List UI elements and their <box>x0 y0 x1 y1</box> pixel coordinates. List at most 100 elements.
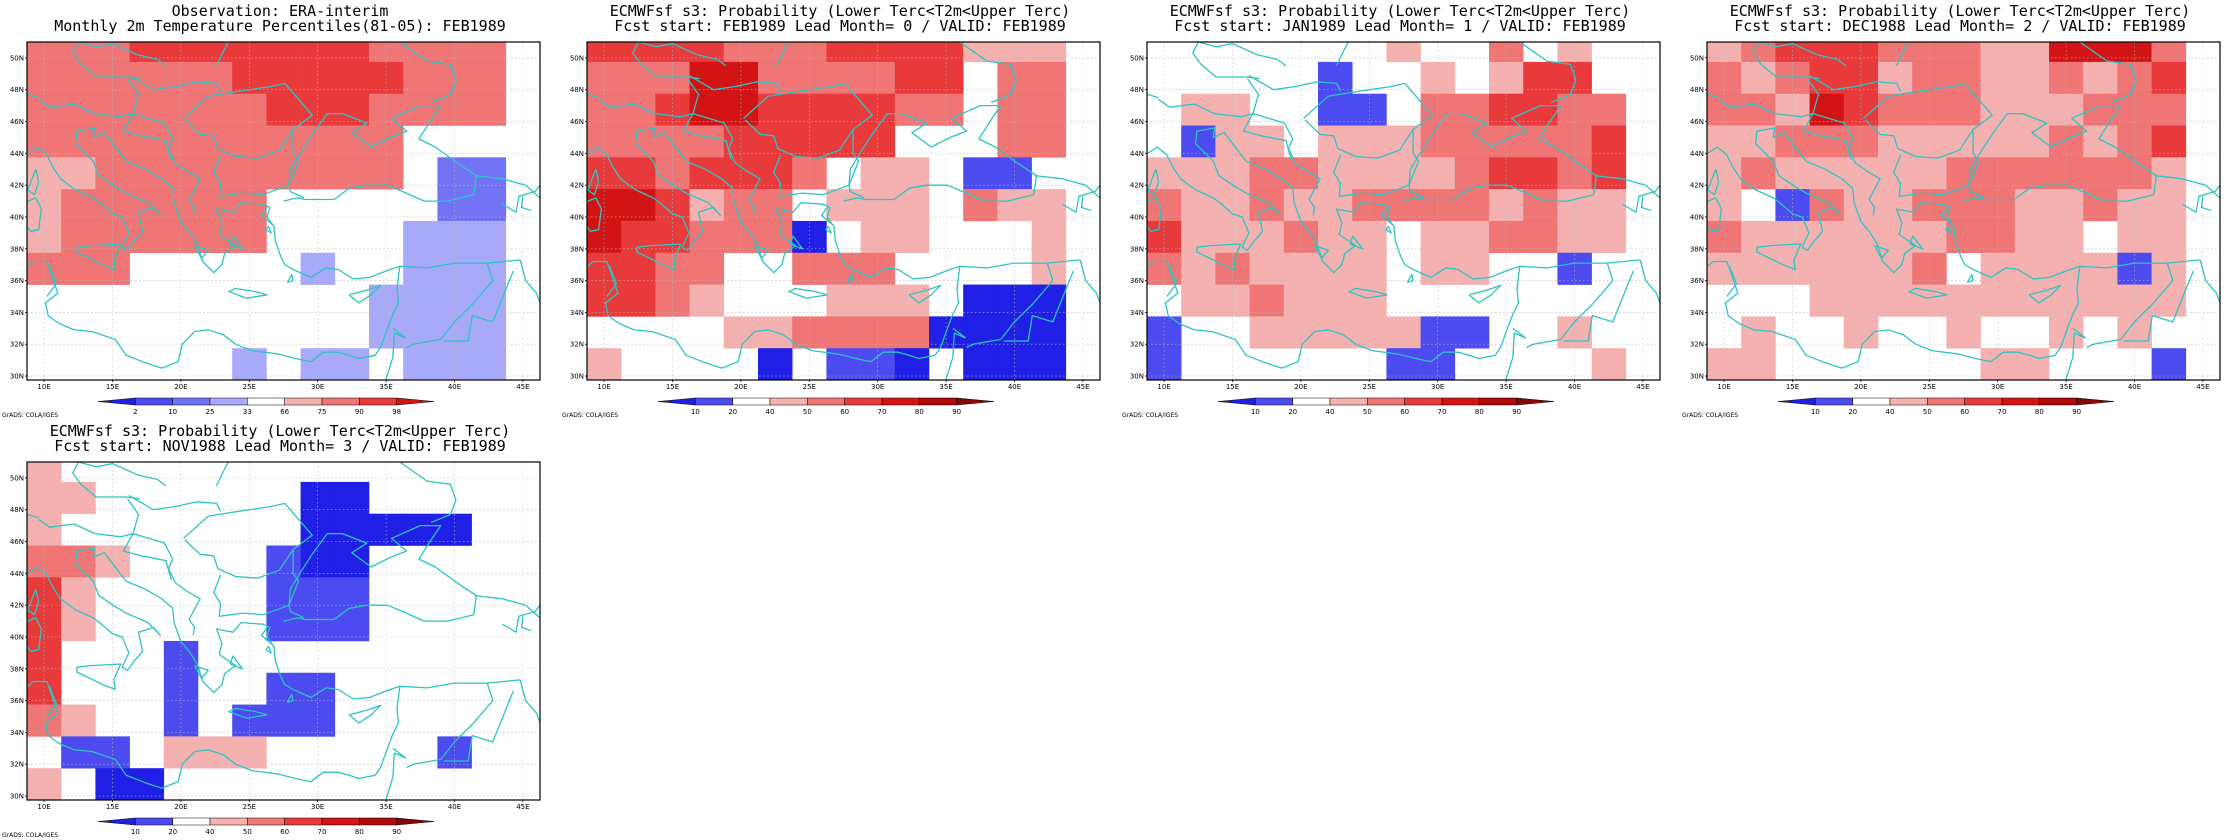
grid-cell <box>61 609 96 642</box>
colorbar-segment <box>1404 397 1443 406</box>
map-panel: ECMWFsf s3: Probability (Lower Terc<T2m<… <box>1680 0 2240 420</box>
colorbar-tick-label: 80 <box>2035 408 2044 416</box>
grid-cell <box>61 704 96 737</box>
grid-cell <box>437 42 472 63</box>
colorbar-tick-label: 60 <box>1960 408 1969 416</box>
grid-cell <box>2151 61 2187 94</box>
coastline <box>1333 129 1420 197</box>
coastline <box>443 690 514 762</box>
coastline <box>132 532 201 636</box>
colorbar-tick-label: 40 <box>766 408 775 416</box>
coastline <box>38 498 140 538</box>
grid-cell <box>1523 61 1558 94</box>
grid-cell <box>334 42 370 63</box>
grid-cell <box>1181 220 1216 254</box>
colorbar-tick-label: 60 <box>840 408 849 416</box>
grid-cell <box>2151 125 2187 158</box>
coastline <box>27 617 43 652</box>
coastline <box>399 679 521 689</box>
grid-cell <box>1181 284 1216 317</box>
grid-cell <box>1741 348 1776 380</box>
grid-cell <box>27 462 62 483</box>
coastline <box>1622 184 1660 213</box>
colorbar-segment <box>1255 397 1293 406</box>
colorbar-tick-label: 2 <box>133 408 137 416</box>
coastline <box>502 604 540 633</box>
lat-tick-label: 32N <box>1130 341 1144 349</box>
lat-tick-label: 40N <box>1130 213 1144 221</box>
grid-cell <box>587 189 622 222</box>
coastline <box>2154 174 2220 199</box>
grid-cell <box>1809 93 1845 126</box>
grid-cell <box>1318 252 1353 285</box>
grid-cell <box>689 125 725 158</box>
coastline <box>598 78 700 118</box>
coastline <box>213 549 300 617</box>
grid-cell <box>1031 189 1067 222</box>
grid-cell <box>334 157 370 190</box>
colorbar-tick-label: 80 <box>915 408 924 416</box>
coastline <box>1468 284 1502 304</box>
lat-tick-label: 32N <box>570 341 584 349</box>
coastline <box>1594 174 1660 199</box>
coastline <box>230 445 345 459</box>
lat-tick-label: 32N <box>1690 341 1704 349</box>
grid-cell <box>2151 348 2187 380</box>
grid-cell <box>1523 125 1558 158</box>
lat-tick-label: 36N <box>1690 277 1704 285</box>
coastline <box>2079 259 2201 269</box>
lon-tick-label: 35E <box>379 803 392 811</box>
coastline <box>2079 42 2137 104</box>
grid-cell <box>95 189 130 222</box>
colorbar-segment <box>881 397 920 406</box>
grid-cell <box>27 42 62 63</box>
grid-cell <box>826 42 861 63</box>
grid-cell <box>1386 157 1421 190</box>
grads-credit: GrADS: COLA/IGES <box>1682 412 1738 419</box>
coastline <box>1802 113 1852 160</box>
colorbar: 10 20 40 50 60 70 80 90 <box>657 397 995 416</box>
grid-cell <box>27 220 62 254</box>
coastline <box>1718 78 1820 118</box>
grid-cell <box>826 93 861 126</box>
grid-cell <box>437 284 472 317</box>
grid-cell <box>1878 252 1913 285</box>
grid-cell <box>403 800 438 832</box>
grid-cell <box>1147 189 1182 222</box>
grid-cell <box>2151 42 2187 63</box>
colorbar-segment <box>135 817 173 826</box>
grid-cell <box>723 42 759 63</box>
grid-cell <box>1591 93 1627 126</box>
lat-tick-label: 40N <box>570 213 584 221</box>
grid-cell <box>232 220 267 254</box>
grid-cell <box>1420 220 1456 254</box>
colorbar-segment <box>769 397 808 406</box>
grid-cell <box>1843 252 1879 285</box>
grid-cell <box>758 42 793 63</box>
grid-cell <box>27 640 62 674</box>
coastline <box>539 560 540 563</box>
colorbar-segment <box>97 397 136 406</box>
panel-title: Observation: ERA-interim <box>171 2 389 20</box>
grid-cell <box>587 220 622 254</box>
coastline <box>789 235 804 250</box>
coastline <box>2182 184 2220 213</box>
grid-cell <box>334 513 370 546</box>
coastline <box>474 594 540 619</box>
coastline <box>27 127 401 356</box>
grid-cell <box>1523 220 1558 254</box>
colorbar-segment <box>657 397 696 406</box>
lat-tick-label: 36N <box>1130 277 1144 285</box>
grid-cell <box>2151 157 2187 190</box>
grid-cell <box>1489 220 1524 254</box>
colorbar-segment <box>1889 397 1928 406</box>
colorbar-tick-label: 90 <box>1512 408 1521 416</box>
lon-tick-label: 30E <box>1991 383 2004 391</box>
grid-cell <box>2014 61 2050 94</box>
coastline <box>788 287 828 299</box>
lat-tick-label: 38N <box>1690 245 1704 253</box>
grid-cell <box>61 157 96 190</box>
grid-cell <box>894 284 930 317</box>
coastline <box>1158 78 1260 118</box>
map-panel: ECMWFsf s3: Probability (Lower Terc<T2m<… <box>1120 0 1680 420</box>
